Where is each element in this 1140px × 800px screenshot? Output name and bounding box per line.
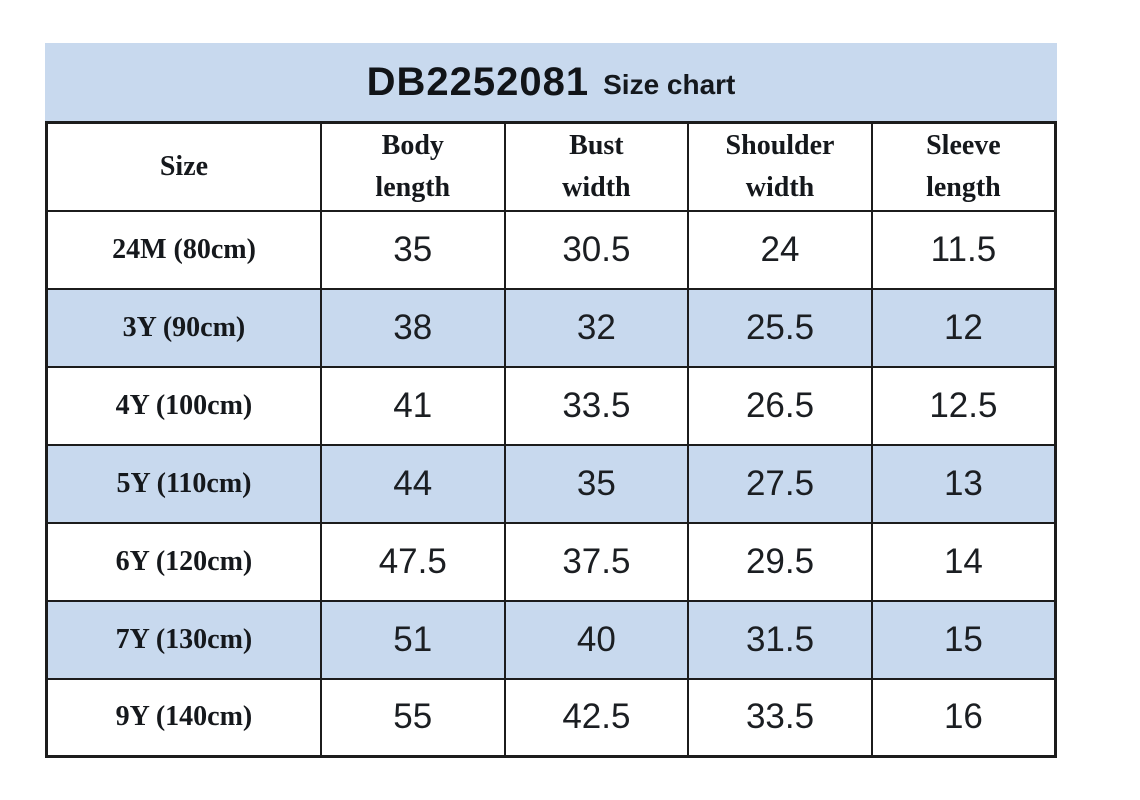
table-row: 4Y (100cm) 41 33.5 26.5 12.5 xyxy=(45,365,1057,446)
table-row: 5Y (110cm) 44 35 27.5 13 xyxy=(45,443,1057,524)
table-row: 9Y (140cm) 55 42.5 33.5 16 xyxy=(45,677,1057,758)
measurement-cell: 13 xyxy=(870,443,1057,524)
size-label-cell: 24M (80cm) xyxy=(45,209,322,290)
measurement-cell: 12 xyxy=(870,287,1057,368)
column-header: Size xyxy=(45,121,322,212)
measurement-cell: 16 xyxy=(870,677,1057,758)
size-label-cell: 9Y (140cm) xyxy=(45,677,322,758)
measurement-cell: 37.5 xyxy=(503,521,690,602)
measurement-cell: 40 xyxy=(503,599,690,680)
table-row: 6Y (120cm) 47.5 37.5 29.5 14 xyxy=(45,521,1057,602)
size-label-cell: 5Y (110cm) xyxy=(45,443,322,524)
measurement-cell: 32 xyxy=(503,287,690,368)
measurement-cell: 11.5 xyxy=(870,209,1057,290)
measurement-cell: 31.5 xyxy=(687,599,873,680)
column-header: Body length xyxy=(319,121,506,212)
measurement-cell: 33.5 xyxy=(687,677,873,758)
column-header: Sleeve length xyxy=(870,121,1057,212)
measurement-cell: 12.5 xyxy=(870,365,1057,446)
measurement-cell: 33.5 xyxy=(503,365,690,446)
product-code-title: DB2252081 xyxy=(366,59,590,104)
measurement-cell: 41 xyxy=(319,365,506,446)
size-label-cell: 7Y (130cm) xyxy=(45,599,322,680)
measurement-cell: 42.5 xyxy=(503,677,690,758)
table-row: 24M (80cm) 35 30.5 24 11.5 xyxy=(45,209,1057,290)
measurement-cell: 55 xyxy=(319,677,506,758)
measurement-cell: 29.5 xyxy=(687,521,873,602)
measurement-cell: 44 xyxy=(319,443,506,524)
table-row: 3Y (90cm) 38 32 25.5 12 xyxy=(45,287,1057,368)
size-label-cell: 4Y (100cm) xyxy=(45,365,322,446)
header-row: Size Body length Bust width Shoulder width S… xyxy=(45,121,1057,212)
measurement-cell: 38 xyxy=(319,287,506,368)
size-label-cell: 3Y (90cm) xyxy=(45,287,322,368)
measurement-cell: 26.5 xyxy=(687,365,873,446)
measurement-cell: 51 xyxy=(319,599,506,680)
measurement-cell: 24 xyxy=(687,209,873,290)
table-row: 7Y (130cm) 51 40 31.5 15 xyxy=(45,599,1057,680)
column-header: Shoulder width xyxy=(687,121,873,212)
measurement-cell: 15 xyxy=(870,599,1057,680)
measurement-cell: 35 xyxy=(503,443,690,524)
measurement-cell: 27.5 xyxy=(687,443,873,524)
size-table: Size Body length Bust width Shoulder width S… xyxy=(45,121,1057,758)
column-header: Bust width xyxy=(503,121,690,212)
measurement-cell: 25.5 xyxy=(687,287,873,368)
size-chart-title-bar: DB2252081 Size chart xyxy=(45,43,1057,121)
size-table-body: 24M (80cm) 35 30.5 24 11.5 3Y (90cm) 38 32 25.5 1… xyxy=(45,209,1057,758)
size-chart: DB2252081 Size chart Size Body length Bust… xyxy=(45,43,1057,758)
measurement-cell: 47.5 xyxy=(319,521,506,602)
size-chart-subtitle: Size chart xyxy=(603,69,736,100)
measurement-cell: 30.5 xyxy=(503,209,690,290)
measurement-cell: 14 xyxy=(870,521,1057,602)
measurement-cell: 35 xyxy=(319,209,506,290)
size-label-cell: 6Y (120cm) xyxy=(45,521,322,602)
